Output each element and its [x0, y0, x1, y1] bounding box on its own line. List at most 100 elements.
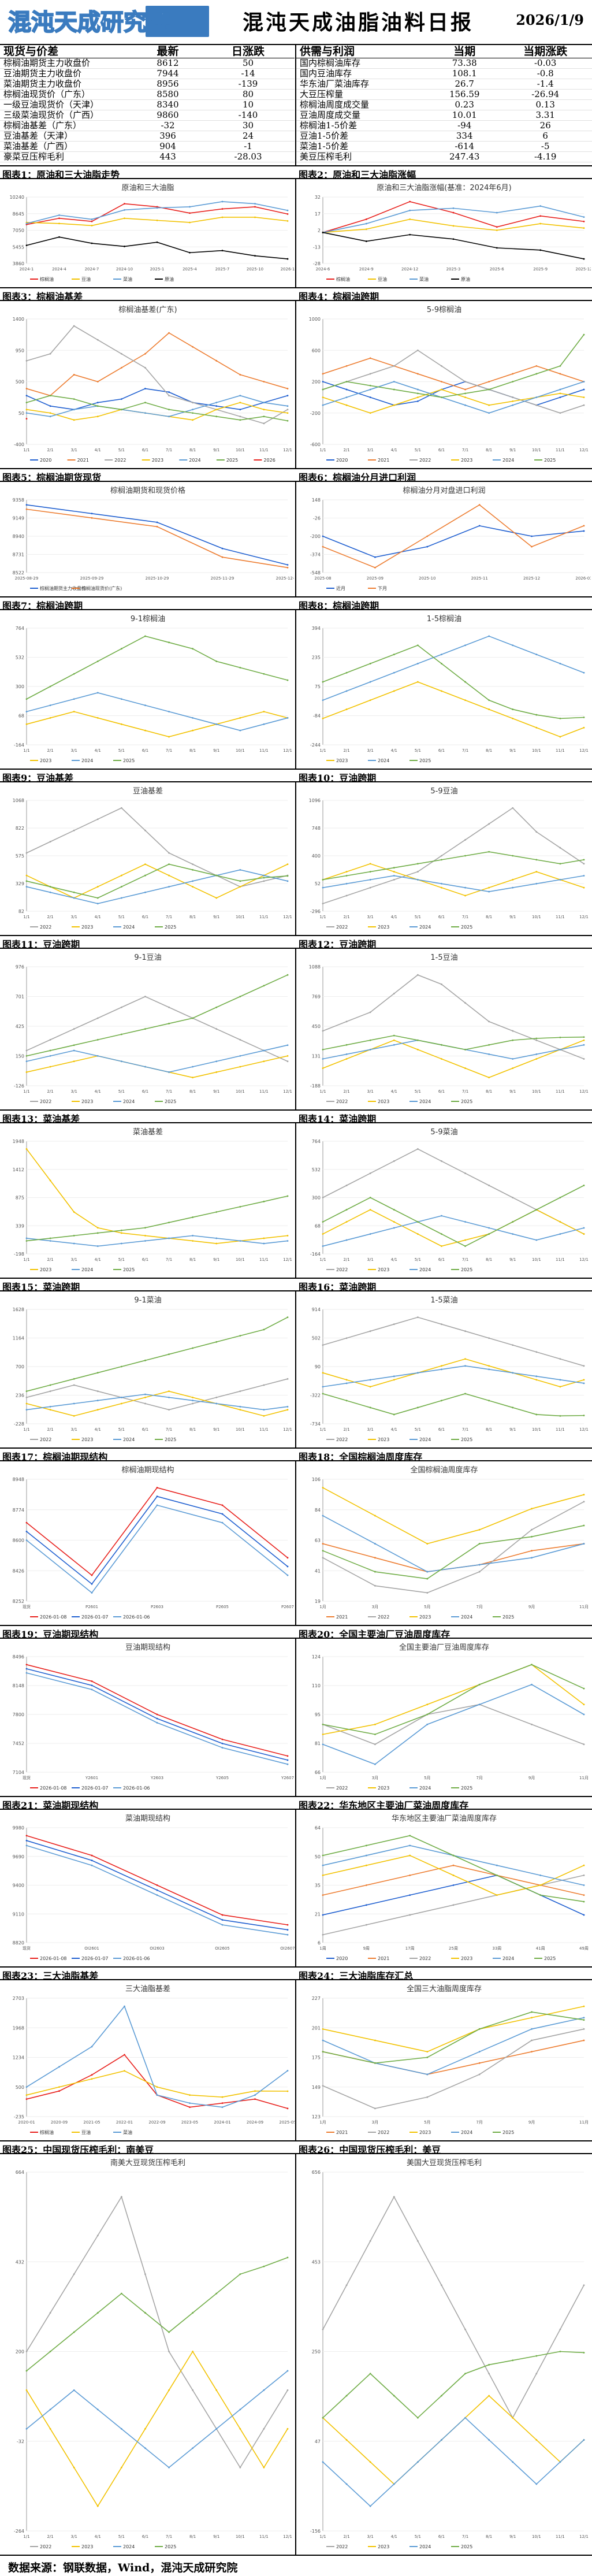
x-tick-label: 2025-9 — [533, 267, 548, 272]
row-value: -1 — [202, 141, 295, 152]
chart-title: 三大油脂基差 — [125, 1985, 170, 1994]
legend-label: 2024 — [189, 458, 200, 463]
data-point — [345, 1382, 348, 1384]
x-tick-label: 3/1 — [71, 2534, 77, 2539]
data-point — [409, 209, 411, 211]
chart-title: 原油和三大油脂 — [121, 184, 174, 192]
chart-title: 5-9豆油 — [430, 787, 457, 796]
row-value: -0.8 — [498, 68, 592, 79]
x-tick-label: 5/1 — [118, 448, 125, 452]
data-point — [488, 2395, 490, 2397]
data-point — [25, 2094, 28, 2096]
data-point — [559, 1379, 561, 1381]
data-point — [535, 1375, 538, 1378]
x-tick-label: 6/1 — [438, 448, 445, 452]
data-point — [488, 1053, 490, 1055]
y-tick-label: 6 — [318, 1940, 321, 1946]
data-point — [215, 723, 218, 725]
data-point — [441, 1323, 442, 1326]
x-tick-label: 7/1 — [462, 448, 468, 452]
x-tick-label: 11/1 — [556, 915, 565, 919]
series-line-2022 — [322, 350, 584, 414]
data-point — [393, 2196, 395, 2198]
chart-title: 9-1菜油 — [134, 1296, 161, 1305]
row-value: 73.38 — [430, 58, 499, 69]
legend-label: 2023 — [40, 1267, 51, 1272]
data-point — [73, 2466, 75, 2469]
data-point — [441, 1365, 442, 1367]
data-point — [49, 1409, 51, 1411]
chart-title: 棕榈油期现结构 — [121, 1466, 174, 1475]
data-point — [535, 2483, 538, 2485]
x-tick-label: 12/1 — [579, 915, 589, 919]
data-point — [322, 1723, 324, 1725]
data-point — [512, 718, 514, 719]
data-point — [221, 1914, 224, 1916]
y-tick-label: 8645 — [13, 211, 24, 217]
section-header: 图表5：棕榈油期货现货 图表6：棕榈油分月进口利润 — [0, 468, 592, 483]
data-point — [322, 404, 324, 406]
row-value: 26.7 — [430, 79, 499, 90]
x-tick-label: 5/1 — [118, 748, 125, 753]
data-point — [488, 2373, 490, 2375]
data-point — [263, 1409, 265, 1411]
data-point — [464, 392, 466, 395]
data-point — [49, 1240, 51, 1242]
series-line-2024 — [322, 1215, 584, 1247]
data-point — [263, 985, 265, 987]
x-tick-label: 9月 — [528, 2120, 535, 2125]
y-tick-label: -374 — [310, 552, 321, 558]
data-point — [488, 1227, 490, 1229]
legend-label: 2024 — [502, 458, 514, 463]
data-point — [25, 1672, 28, 1674]
x-tick-label: 10/1 — [236, 1089, 245, 1094]
data-point — [96, 1232, 99, 1234]
legend-label: 棕榈油 — [40, 276, 54, 282]
row-label: 棕榈油1-5价差 — [296, 120, 430, 131]
data-point — [464, 1330, 466, 1332]
data-point — [120, 2466, 122, 2469]
legend-label: 2025 — [226, 458, 238, 463]
data-point — [286, 2070, 289, 2072]
data-point — [416, 871, 419, 873]
row-value: 247.43 — [430, 151, 499, 162]
series-line-棕榈油 — [322, 201, 584, 233]
data-point — [96, 692, 99, 694]
x-tick-label: 2025-12-29 — [276, 576, 295, 581]
data-point — [441, 882, 442, 885]
series-line-2023 — [26, 402, 288, 421]
data-point — [441, 886, 442, 889]
series-line-2026-01-08 — [26, 1835, 288, 1925]
data-point — [263, 874, 265, 877]
y-tick-label: 1628 — [13, 1307, 24, 1312]
y-tick-label: 8940 — [13, 534, 24, 539]
data-point — [124, 209, 125, 211]
chart-title: 棕榈油基差(广东) — [118, 306, 177, 314]
x-tick-label: 41周 — [536, 1946, 545, 1951]
x-tick-label: 2/1 — [343, 915, 349, 919]
y-tick-label: 149 — [312, 2085, 321, 2090]
data-point — [488, 1400, 490, 1402]
chart-title: 棕榈油期货和现货价格 — [110, 486, 185, 495]
x-tick-label: 2021-05 — [83, 2120, 100, 2125]
data-point — [221, 1919, 224, 1921]
legend-label: 2021 — [336, 1614, 348, 1620]
data-point — [583, 1524, 585, 1527]
data-point — [345, 404, 348, 406]
data-point — [583, 1743, 585, 1746]
data-point — [583, 1543, 585, 1545]
x-tick-label: 7月 — [476, 2120, 482, 2125]
y-tick-label: 764 — [16, 626, 24, 631]
data-point — [488, 823, 490, 825]
x-tick-label: 1/1 — [319, 748, 326, 753]
chart-caption: 图表4：棕榈油跨期 — [299, 291, 379, 302]
data-point — [263, 880, 265, 882]
x-tick-label: 7/1 — [462, 748, 468, 753]
data-point — [512, 1233, 514, 1235]
data-point — [369, 1197, 371, 1198]
x-tick-label: 9/1 — [213, 748, 219, 753]
data-point — [215, 1237, 218, 1239]
